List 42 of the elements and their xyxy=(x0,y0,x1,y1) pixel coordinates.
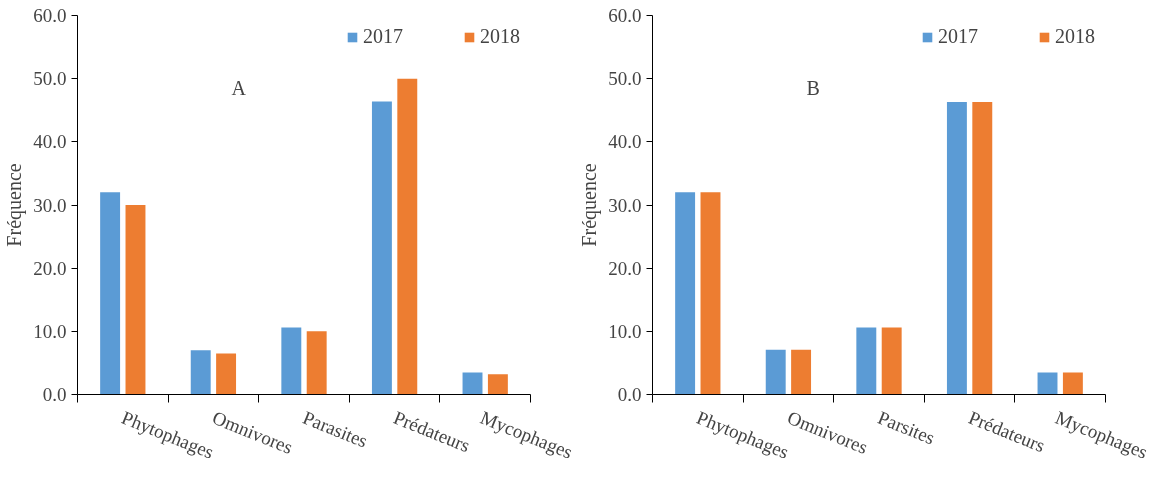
bar xyxy=(675,192,696,395)
bar xyxy=(1037,372,1058,395)
y-tick-label: 30.0 xyxy=(33,194,67,216)
y-tick-label: 30.0 xyxy=(608,194,642,216)
y-tick-label: 60.0 xyxy=(608,5,642,26)
bar xyxy=(100,192,121,395)
bar xyxy=(190,350,211,395)
bar xyxy=(791,349,812,395)
y-tick-label: 60.0 xyxy=(33,5,67,26)
bar xyxy=(281,327,302,395)
y-tick-label: 40.0 xyxy=(608,131,642,153)
y-tick-label: 50.0 xyxy=(33,68,67,90)
bar xyxy=(397,78,418,395)
bar xyxy=(856,327,877,395)
legend-label: 2017 xyxy=(938,25,978,48)
y-tick-label: 0.0 xyxy=(617,384,642,405)
y-tick-label: 10.0 xyxy=(608,320,642,342)
annotation: A xyxy=(231,76,247,99)
bar xyxy=(216,353,237,395)
annotation: B xyxy=(806,76,820,99)
bar xyxy=(700,192,721,395)
bar xyxy=(371,101,392,395)
y-tick-label: 20.0 xyxy=(608,257,642,279)
y-axis-title: Fréquence xyxy=(578,163,602,247)
bar xyxy=(462,372,483,395)
bar xyxy=(765,349,786,395)
legend-label: 2018 xyxy=(1055,25,1095,48)
y-tick-label: 20.0 xyxy=(33,257,67,279)
bar xyxy=(487,374,508,395)
bar xyxy=(125,205,146,395)
y-tick-label: 10.0 xyxy=(33,320,67,342)
bar xyxy=(1062,372,1083,395)
y-tick-label: 40.0 xyxy=(33,131,67,153)
bar xyxy=(306,331,327,395)
bar xyxy=(946,102,967,395)
legend-label: 2017 xyxy=(363,25,403,48)
bar xyxy=(972,102,993,395)
y-tick-label: 0.0 xyxy=(42,384,67,405)
bar xyxy=(881,327,902,395)
y-axis-title: Fréquence xyxy=(3,163,27,247)
legend-label: 2018 xyxy=(480,25,520,48)
y-tick-label: 50.0 xyxy=(608,68,642,90)
